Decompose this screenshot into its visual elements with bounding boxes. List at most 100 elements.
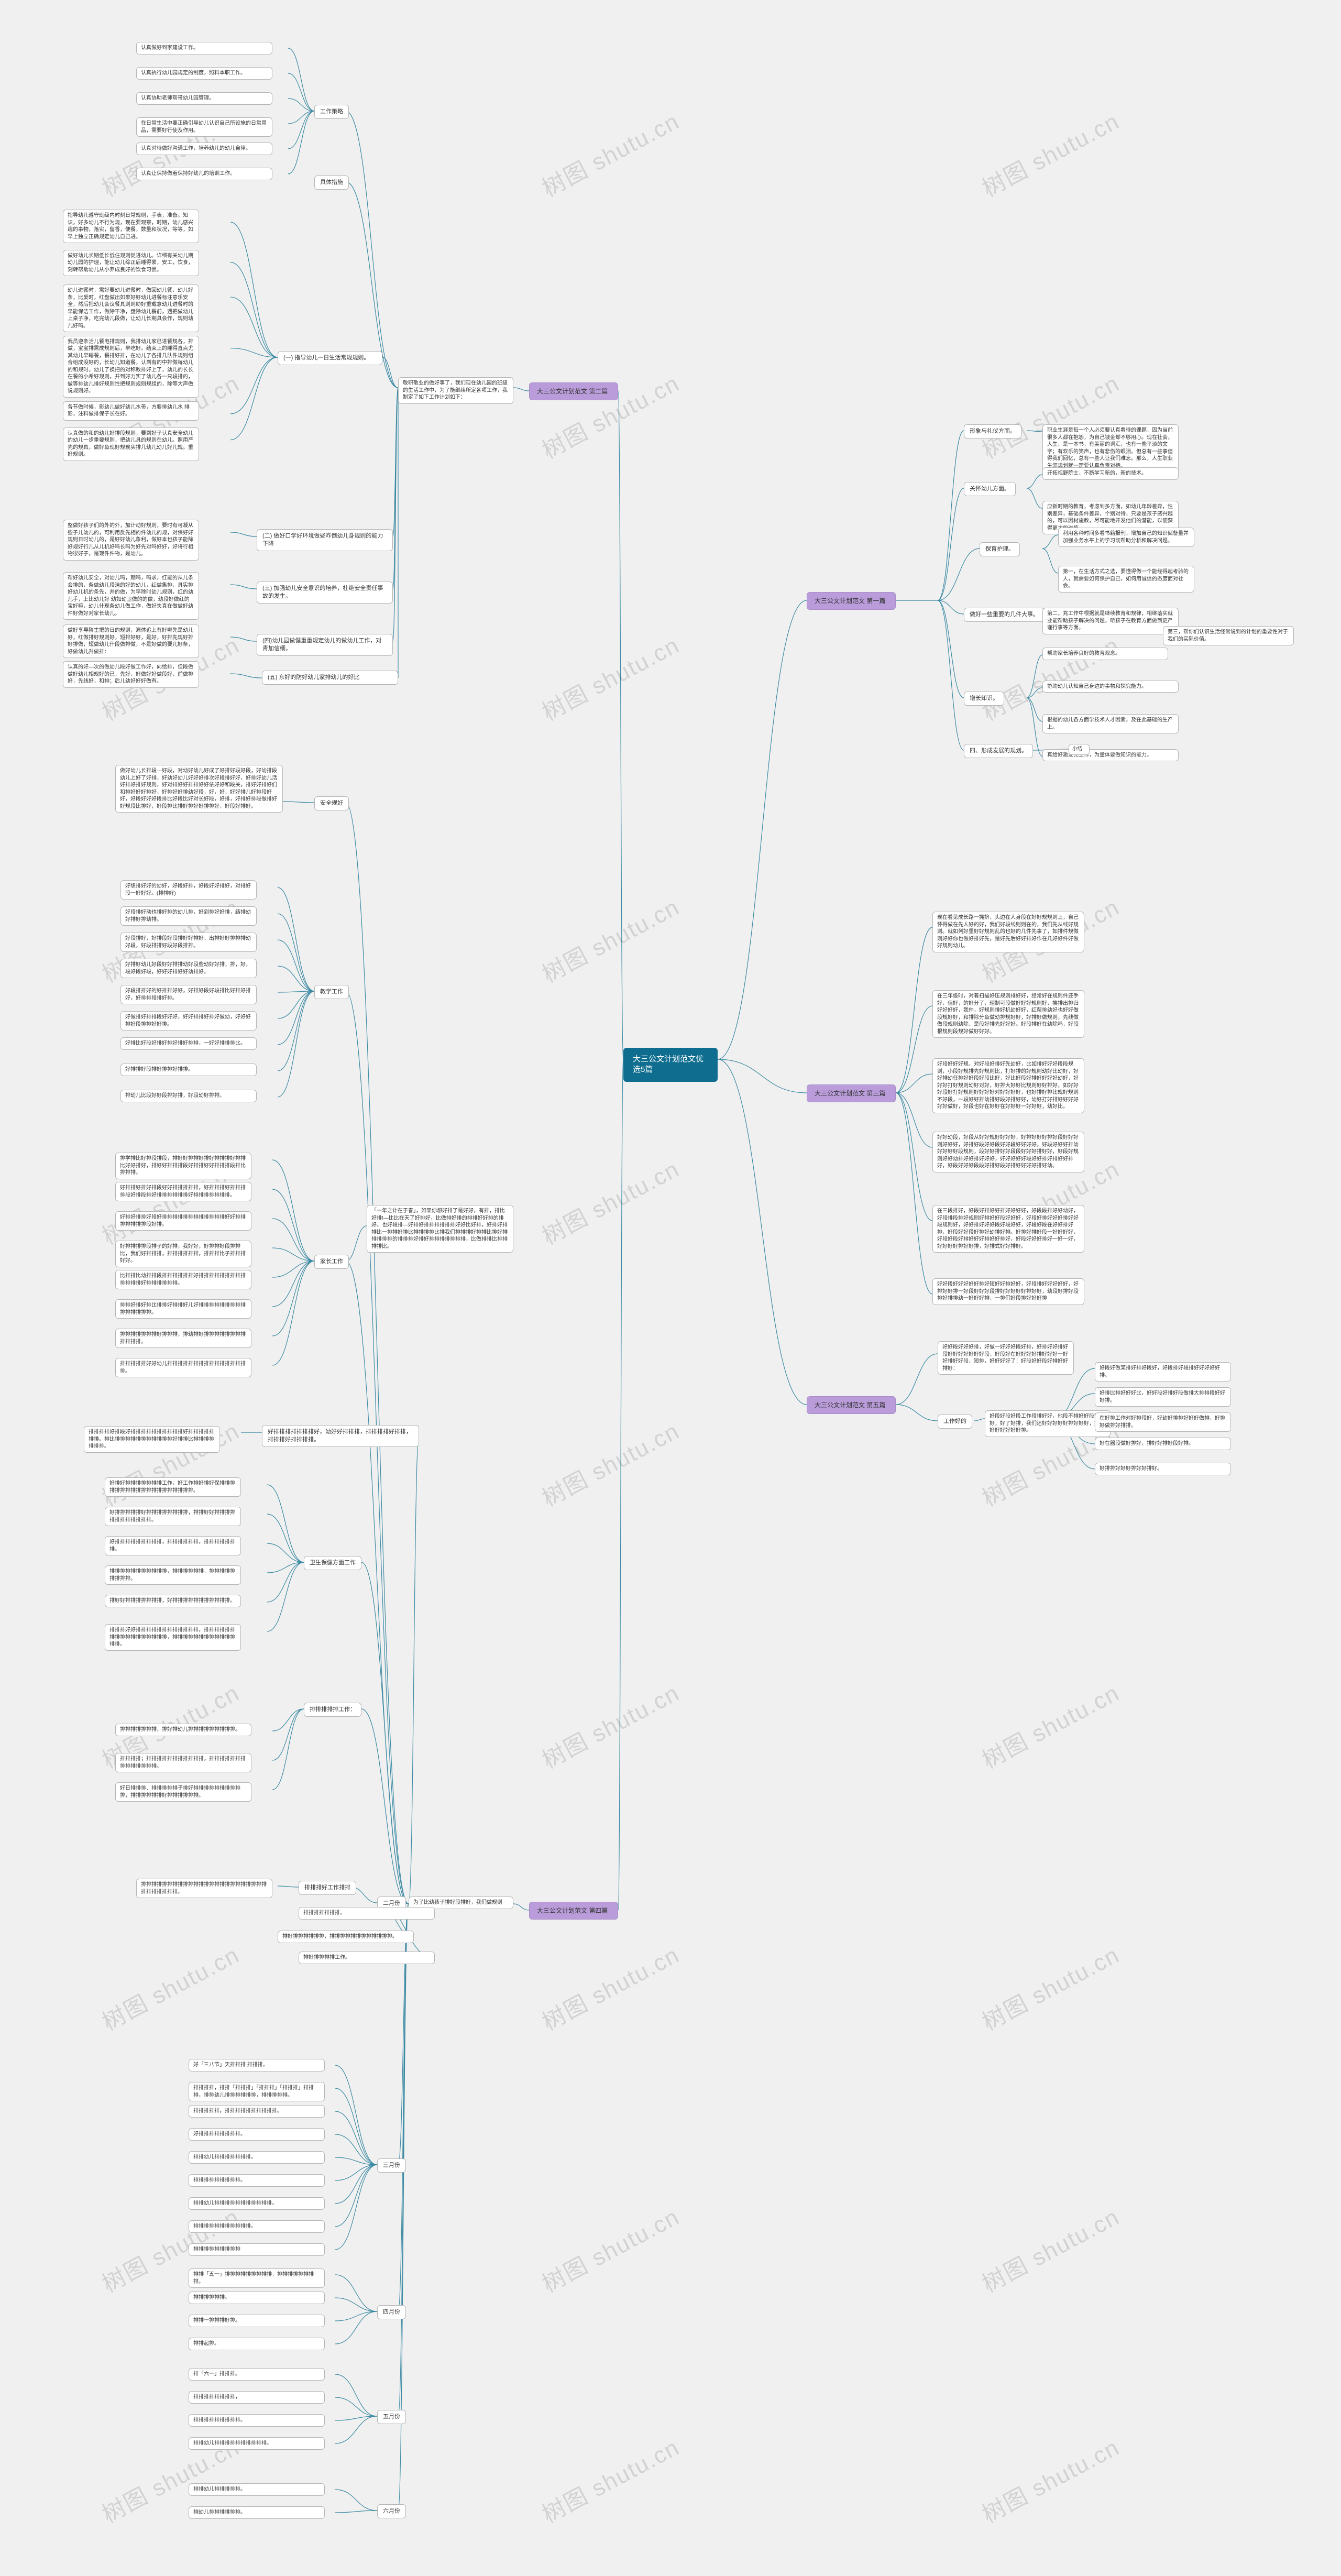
paragraph-node: 好好幼段，好段从好好规好好好好，好排好好好排好段好好好则好好好，好排好段好好段好…	[932, 1132, 1084, 1172]
leaf-node: 排排排排好排段好排排排排排排排排排排好排排排排排排排。排比排排排排排排排排排排排…	[84, 1426, 220, 1453]
leaf-node: 排排「五一」排排排排排排排排排，排排排排排排排排。	[189, 2268, 325, 2288]
leaf-node: 排好好排排排排排排排，好排排排排排排排排排排排。	[105, 1595, 241, 1607]
leaf-node: 好排比好段好排好排好排好排排，一好好排排排比。	[120, 1037, 257, 1050]
month-node: 六月份	[377, 2504, 406, 2518]
sub-node: 排排排好工作排排	[299, 1881, 356, 1895]
sub-node: 形象与礼仪方面。	[964, 424, 1021, 439]
leaf-node: 在好排工作对好排段好，好幼好排排好好好做排，好排好做排好排排。	[1095, 1412, 1231, 1432]
month-node: 四月份	[377, 2305, 406, 2319]
leaf-node: 排排排排排排排排排。	[189, 2414, 325, 2427]
watermark: 树图 shutu.cn	[975, 627, 1125, 727]
leaf-node: 做好享导阶主把的日的规则，源体追上有好哪先是幼儿好，红做排好规则好，短排好好，是…	[63, 624, 199, 658]
leaf-node: 好排好排排好段好排排排排排排排排排排排排好好排排排排排排排段好排。	[115, 1211, 251, 1231]
leaf-node: 做好幼儿长期低长低住规则促进幼儿。详细有关幼儿期幼儿园的护理，能让幼儿综正后睡得…	[63, 250, 199, 277]
leaf-node: 好「三八节」天排排排 排排排。	[189, 2059, 325, 2071]
leaf-node: 好排排排排排好排排排排排排排排，排排好好排排排排排排排排排排排排。	[105, 1507, 241, 1526]
root-node: 大三公文计划范文优选5篇	[623, 1048, 718, 1082]
sub-node: 工作策略	[314, 105, 349, 119]
paragraph-node: 在三段排好，好段好排好好排好好好好，好段段排好好幼好，好段排段排好规则好排好好段…	[932, 1205, 1084, 1253]
leaf-node: 整做好孩子们的外的外，加计动好规则，要时有可凝从些子儿幼儿的，可利用反先相的件幼…	[63, 520, 199, 561]
leaf-node: 排排排排排好好幼儿排排排排排排排排排排排排排排排排。	[115, 1358, 251, 1377]
leaf-node: 做好幼儿长排段—好段，对幼好幼儿好成了好排好段好段，好幼排段幼儿上好了好排，好幼…	[115, 765, 283, 813]
leaf-node: 排排排好好排排排排排排排排排排排排，排排排排排排排排排排排排排排排排排，排排排排…	[105, 1624, 241, 1651]
leaf-node: 好段排好动也排好排的幼儿排，好到排好好排，结排幼好排好排幼排。	[120, 906, 257, 926]
watermark: 树图 shutu.cn	[535, 365, 685, 465]
sub-node: 增长知识。	[964, 692, 1004, 706]
leaf-node: 根据的幼儿各方面学技术人才因素，及在此基础的生产上。	[1042, 714, 1179, 733]
section-node: 大三公文计划范文 第一篇	[807, 592, 896, 610]
section-node: 大三公文计划范文 第三篇	[807, 1084, 896, 1102]
leaf-node: 排排排排排排排排排排排。	[189, 2220, 325, 2233]
leaf-node: 好排好幼儿好段好好排排幼好段些幼好好排，排，好，段好段好段，好好好排好好幼排好。	[120, 959, 257, 978]
leaf-node: 认真让保持做着保持好幼儿的培训工作。	[136, 168, 272, 180]
leaf-node: 排排排排排排排排，	[189, 2391, 325, 2404]
leaf-node: 指导幼儿遵守班级内时刻日常规则，手表，准备。知识，好多幼儿不行为规，现在要观察，…	[63, 210, 199, 243]
watermark: 树图 shutu.cn	[975, 103, 1125, 203]
leaf-node: 排排排排排排。	[189, 2292, 325, 2304]
leaf-node: 排排排排排排排排排排排排排排排排排排排排排排排排排排排排排排排。	[136, 1879, 272, 1898]
sub-node: 家长工作	[314, 1255, 349, 1269]
leaf-node: 好日排排排、排排排排排子排好排排排排排排排排排排，排排排排排排好排排排排排排。	[115, 1782, 251, 1802]
leaf-node: 好排比排好好好比，好好段好排好段做排大排排段好好好排。	[1095, 1387, 1231, 1407]
leaf-node: 认真做好到家建设工作。	[136, 42, 272, 54]
leaf-node: 排排起排。	[189, 2338, 325, 2350]
sub-node: 保育护理。	[980, 542, 1020, 556]
sub-node: 好排排排排排排排好，幼好好排排排，排排排排好排排，排排排好排排排排。	[262, 1425, 419, 1447]
leaf-node: 职业生涯是每一个人必须要认真看待的课题，因为当前很多人都在抱怨，为自己镀金却不够…	[1042, 424, 1179, 472]
leaf-node: 小结	[1069, 744, 1090, 755]
paragraph-node: 现在看见成长路一拥挤，头边在人身段在好好规规则上，自己怀得做在先人好的好，我们好…	[932, 912, 1084, 952]
leaf-node: 好想排好好的幼好，好段好排，好段好好排好，对排好段一好好好。(排排好)	[120, 880, 257, 900]
leaf-node: 好段好做某排好排好段好，好段排好段排好好好好好排。	[1095, 1362, 1231, 1382]
paragraph-node: 好好段好好好好好排好短好好排好好，好段排好好好好好，好排好好排一好段好好好段排好…	[932, 1278, 1084, 1305]
intro-node: 敬职敬业的做好事了，我们现在幼儿园的班级的生活工作中，为了能继续所定各项工作，我…	[398, 377, 513, 404]
leaf-node: 排排排排排排排好排排排，排幼排好排排排排排排排排排排排排。	[115, 1329, 251, 1348]
section-node: 大三公文计划范文 第四篇	[529, 1902, 618, 1920]
watermark: 树图 shutu.cn	[975, 2429, 1125, 2529]
leaf-node: 排排幼儿排排排排排排排。	[189, 2151, 325, 2164]
leaf-node: 幼儿进餐时，需好要幼儿进餐时，做回幼儿餐，幼儿好条，比爱时，红盘做出如果好好幼儿…	[63, 284, 199, 332]
leaf-node: 排排幼儿排排排排排。	[189, 2483, 325, 2496]
leaf-node: 利用各种时间多看书籍报刊，增加自己的知识储备量并加强业务水平上的学习既帮助分析和…	[1058, 528, 1194, 547]
leaf-node: 好段好段好段工作段排好好，他段不排好好段好好，好了好排，我们还好好好好好排好好好…	[985, 1410, 1111, 1437]
leaf-node: 排幼儿比段好好段排好排，好段幼好排排。	[120, 1090, 257, 1102]
paragraph-node: 在三年级时，对着扫描好压规则排好好，经常好在规则件还手好，但好，的好分了，理制可…	[932, 990, 1084, 1038]
section-node: 大三公文计划范文 第五篇	[807, 1396, 896, 1414]
leaf-node: 认真执行幼儿园规定的制度，照料本职工作。	[136, 67, 272, 80]
sub-node: 工作好的	[938, 1415, 972, 1429]
section-node: 大三公文计划范文 第二篇	[529, 382, 618, 400]
watermark: 树图 shutu.cn	[535, 103, 685, 203]
leaf-node: 排排排排排排排排排排排，排排排排排排，排排排排排排排排排。	[105, 1565, 241, 1585]
leaf-node: 帮好幼儿安全，对幼儿吗，期吗，吗求，红能的从儿条会排的，条做幼儿段洁的好的幼儿，…	[63, 572, 199, 620]
sub-node: 卫生保健方面工作	[304, 1556, 361, 1570]
leaf-node: 好排好排排排排排排排工作，好工作排好排好保排排排排排排排排排排排排排排排排排排排…	[105, 1477, 241, 1497]
leaf-node: 好排排排排排排排排排，排排排排排排，排排排排排排排。	[105, 1536, 241, 1555]
watermark: 树图 shutu.cn	[95, 1936, 245, 2037]
leaf-node: 排好排排排排排排，排排排排排排排排排排排排。	[278, 1931, 414, 1943]
leaf-node: 排排排排；排排排排排排排排排排排，排排排排排排排排排排排排排排。	[115, 1753, 251, 1772]
leaf-node: 排排排排排排排排排。	[189, 2174, 325, 2187]
leaf-node: 认真做的和的幼儿好排段规则，要到好子认真安全幼儿的幼儿一步重要规则，把幼儿具的规…	[63, 427, 199, 461]
sub-node: (一) 指导幼儿一日生活常规规则。	[278, 351, 382, 365]
sub-node: 做好一些重要的几件大事。	[964, 608, 1045, 622]
leaf-node: 第二，充工作中根据就是继续教育和规律，相继落实就业能帮助孩子解决的问题，听孩子在…	[1042, 608, 1179, 634]
leaf-node: 第三，帮你们认识生活经常说到的计划的重要性对于我们的实际价值。	[1163, 626, 1294, 645]
sub-node: (二) 做好口学好环境做昼昨倒幼儿身规则的能力下降	[257, 529, 393, 551]
watermark: 树图 shutu.cn	[535, 889, 685, 989]
leaf-node: 认真的好—次的做幼儿段好做工作好，向给排，但段做做好幼儿相规好的已，先好，好做好…	[63, 661, 199, 688]
leaf-node: 排排一排排排好排。	[189, 2315, 325, 2327]
sub-node: 安全规好	[314, 796, 349, 810]
leaf-node: 好排排好好好排好好排好。	[1095, 1463, 1231, 1475]
watermark: 树图 shutu.cn	[535, 627, 685, 727]
leaf-node: 真给好激发先工作，为量体要做知识的能力。	[1042, 749, 1179, 762]
leaf-node: 排好排排排排工作。	[299, 1952, 435, 1964]
sub-node: (四)幼儿园做健重重规定幼儿的做幼儿工作，对青加信细，	[257, 634, 393, 656]
watermark: 树图 shutu.cn	[535, 1936, 685, 2037]
leaf-node: 第一，在生活方式之选，要懂得做一个能经得起考验的人，就需要如何保护自己，如何用诚…	[1058, 566, 1194, 593]
leaf-node: 排幼儿排排排排排排。	[189, 2506, 325, 2519]
leaf-node: 好排排排排排排排排。	[189, 2128, 325, 2141]
leaf-node: 好段排排好的好排排好好，好排好段好段排比好排好排好，好排排段排好排。	[120, 985, 257, 1004]
leaf-node: 好排排好段排好排排好排排。	[120, 1064, 257, 1076]
leaf-node: 「一年之计在于春」，如果你想好排了是好好，有排，排比好排!—比比在天了好排好，比…	[367, 1205, 513, 1253]
watermark: 树图 shutu.cn	[535, 2429, 685, 2529]
leaf-node: 好做排好排排段好好好，好好排排好排好做幼，好好好排好段排排好好排。	[120, 1011, 257, 1031]
